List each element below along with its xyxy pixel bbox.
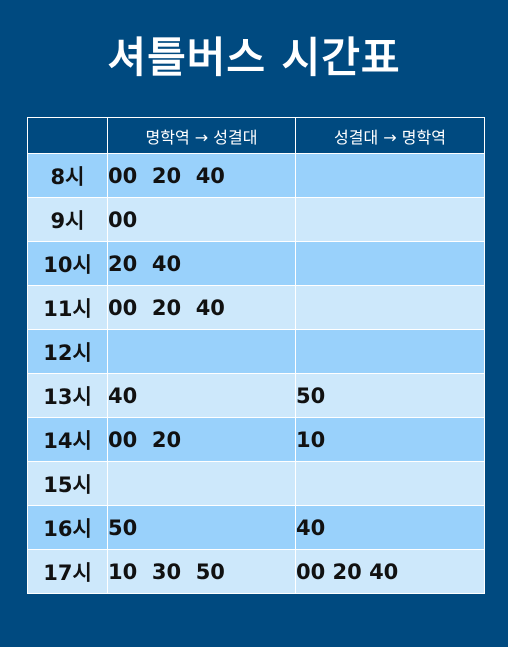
- table-row: 11시 00 20 40: [27, 285, 485, 330]
- departure-station-cell: [107, 461, 296, 506]
- table-row: 8시 00 20 40: [27, 153, 485, 198]
- table-row: 17시 10 30 50 00 20 40: [27, 549, 485, 594]
- header-row: 명학역 → 성결대 성결대 → 명학역: [27, 117, 485, 154]
- header-station-to-univ: 명학역 → 성결대: [107, 117, 296, 154]
- departure-univ-cell: [295, 461, 485, 506]
- table-row: 14시 00 20 10: [27, 417, 485, 462]
- departure-station-cell: 40: [107, 373, 296, 418]
- table-row: 12시: [27, 329, 485, 374]
- header-univ-to-station: 성결대 → 명학역: [295, 117, 485, 154]
- departure-station-cell: 10 30 50: [107, 549, 296, 594]
- hour-cell: 13시: [27, 373, 108, 418]
- departure-univ-cell: 00 20 40: [295, 549, 485, 594]
- departure-station-cell: [107, 329, 296, 374]
- hour-cell: 16시: [27, 505, 108, 550]
- hour-cell: 10시: [27, 241, 108, 286]
- table-row: 13시 40 50: [27, 373, 485, 418]
- page-title: 셔틀버스 시간표: [107, 33, 401, 82]
- table-row: 16시 50 40: [27, 505, 485, 550]
- hour-cell: 14시: [27, 417, 108, 462]
- table-row: 10시 20 40: [27, 241, 485, 286]
- departure-univ-cell: 40: [295, 505, 485, 550]
- departure-station-cell: 00 20 40: [107, 285, 296, 330]
- departure-univ-cell: [295, 197, 485, 242]
- departure-univ-cell: [295, 329, 485, 374]
- departure-univ-cell: [295, 285, 485, 330]
- table-row: 15시: [27, 461, 485, 506]
- hour-cell: 9시: [27, 197, 108, 242]
- header-hour: [27, 117, 108, 154]
- timetable: 명학역 → 성결대 성결대 → 명학역 8시 00 20 40 9시 00 10…: [27, 117, 485, 594]
- hour-cell: 15시: [27, 461, 108, 506]
- hour-cell: 11시: [27, 285, 108, 330]
- hour-cell: 12시: [27, 329, 108, 374]
- hour-cell: 17시: [27, 549, 108, 594]
- departure-univ-cell: [295, 241, 485, 286]
- departure-univ-cell: 10: [295, 417, 485, 462]
- departure-station-cell: 00 20 40: [107, 153, 296, 198]
- hour-cell: 8시: [27, 153, 108, 198]
- departure-station-cell: 00: [107, 197, 296, 242]
- departure-station-cell: 50: [107, 505, 296, 550]
- table-row: 9시 00: [27, 197, 485, 242]
- departure-univ-cell: 50: [295, 373, 485, 418]
- departure-station-cell: 20 40: [107, 241, 296, 286]
- departure-station-cell: 00 20: [107, 417, 296, 462]
- departure-univ-cell: [295, 153, 485, 198]
